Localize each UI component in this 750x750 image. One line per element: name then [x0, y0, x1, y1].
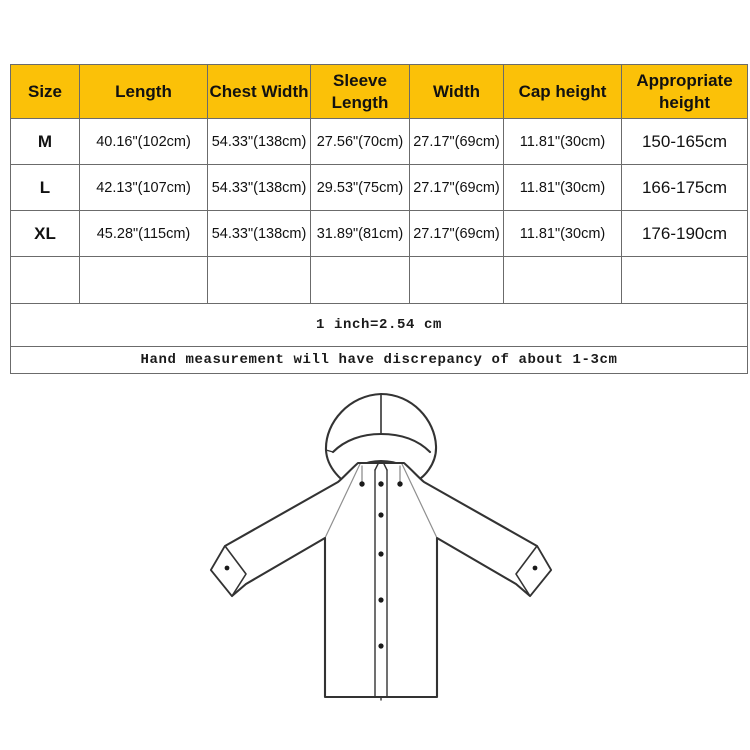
- cell-empty-appropriate-height: [621, 256, 748, 304]
- snap-button-collar-right: [397, 481, 403, 487]
- column-header-cap-height: Cap height: [503, 64, 622, 119]
- cell-empty-sleeve-length: [310, 256, 410, 304]
- cell-width-xl: 27.17"(69cm): [409, 210, 504, 257]
- cell-width-l: 27.17"(69cm): [409, 164, 504, 211]
- note-inch-to-cm: 1 inch=2.54 cm: [10, 303, 748, 347]
- placket-top-right: [383, 463, 388, 471]
- coat-body-outline: [209, 461, 553, 699]
- table-note-row-conversion: 1 inch=2.54 cm: [10, 303, 748, 347]
- cell-size-xl: XL: [10, 210, 80, 257]
- table-note-row-discrepancy: Hand measurement will have discrepancy o…: [10, 346, 748, 374]
- cell-size-l: L: [10, 164, 80, 211]
- cell-appropriate-height-l: 166-175cm: [621, 164, 748, 211]
- column-header-length: Length: [79, 64, 208, 119]
- sleeve-seam-left: [245, 537, 326, 585]
- snap-button-collar-left: [359, 481, 365, 487]
- column-header-sleeve-length: Sleeve Length: [310, 64, 410, 119]
- placket-top-left: [374, 463, 379, 471]
- cell-chest-width-l: 54.33"(138cm): [207, 164, 311, 211]
- cell-sleeve-length-m: 27.56"(70cm): [310, 118, 410, 165]
- table-row-empty: [10, 256, 748, 304]
- yoke-seam-left: [324, 463, 361, 539]
- cell-width-m: 27.17"(69cm): [409, 118, 504, 165]
- cell-appropriate-height-xl: 176-190cm: [621, 210, 748, 257]
- raincoat-svg: [209, 392, 553, 701]
- cell-cap-height-l: 11.81"(30cm): [503, 164, 622, 211]
- cell-appropriate-height-m: 150-165cm: [621, 118, 748, 165]
- table-row: XL 45.28"(115cm) 54.33"(138cm) 31.89"(81…: [10, 210, 748, 257]
- cell-empty-length: [79, 256, 208, 304]
- column-header-width: Width: [409, 64, 504, 119]
- cell-cap-height-m: 11.81"(30cm): [503, 118, 622, 165]
- cell-length-l: 42.13"(107cm): [79, 164, 208, 211]
- snap-button-3: [378, 597, 384, 603]
- cell-length-xl: 45.28"(115cm): [79, 210, 208, 257]
- sleeve-seam-right: [436, 537, 517, 585]
- cell-empty-width: [409, 256, 504, 304]
- snap-button-collar-center: [378, 481, 384, 487]
- cell-chest-width-m: 54.33"(138cm): [207, 118, 311, 165]
- table-row: L 42.13"(107cm) 54.33"(138cm) 29.53"(75c…: [10, 164, 748, 211]
- cuff-right: [515, 545, 552, 597]
- cuff-button-left: [224, 565, 230, 571]
- size-chart-table: Size Length Chest Width Sleeve Length Wi…: [10, 64, 748, 374]
- cuff-button-right: [532, 565, 538, 571]
- snap-button-2: [378, 551, 384, 557]
- cell-size-m: M: [10, 118, 80, 165]
- cell-cap-height-xl: 11.81"(30cm): [503, 210, 622, 257]
- size-chart-table-container: Size Length Chest Width Sleeve Length Wi…: [10, 64, 748, 374]
- raincoat-outline-group: [209, 392, 553, 701]
- cell-sleeve-length-l: 29.53"(75cm): [310, 164, 410, 211]
- column-header-chest-width: Chest Width: [207, 64, 311, 119]
- snap-button-4: [378, 643, 384, 649]
- yoke-seam-right: [401, 463, 438, 539]
- cell-empty-chest-width: [207, 256, 311, 304]
- cell-empty-size: [10, 256, 80, 304]
- cuff-left: [210, 545, 247, 597]
- snap-button-1: [378, 512, 384, 518]
- column-header-appropriate-height: Appropriate height: [621, 64, 748, 119]
- cell-length-m: 40.16"(102cm): [79, 118, 208, 165]
- cell-chest-width-xl: 54.33"(138cm): [207, 210, 311, 257]
- cell-empty-cap-height: [503, 256, 622, 304]
- note-hand-measurement: Hand measurement will have discrepancy o…: [10, 346, 748, 374]
- table-row: M 40.16"(102cm) 54.33"(138cm) 27.56"(70c…: [10, 118, 748, 165]
- cell-sleeve-length-xl: 31.89"(81cm): [310, 210, 410, 257]
- table-header-row: Size Length Chest Width Sleeve Length Wi…: [10, 64, 748, 119]
- column-header-size: Size: [10, 64, 80, 119]
- snap-buttons-group: [224, 481, 538, 649]
- table-body: M 40.16"(102cm) 54.33"(138cm) 27.56"(70c…: [10, 118, 748, 374]
- table-header: Size Length Chest Width Sleeve Length Wi…: [10, 64, 748, 119]
- hood-seam-left: [325, 449, 334, 453]
- raincoat-illustration: [0, 378, 750, 750]
